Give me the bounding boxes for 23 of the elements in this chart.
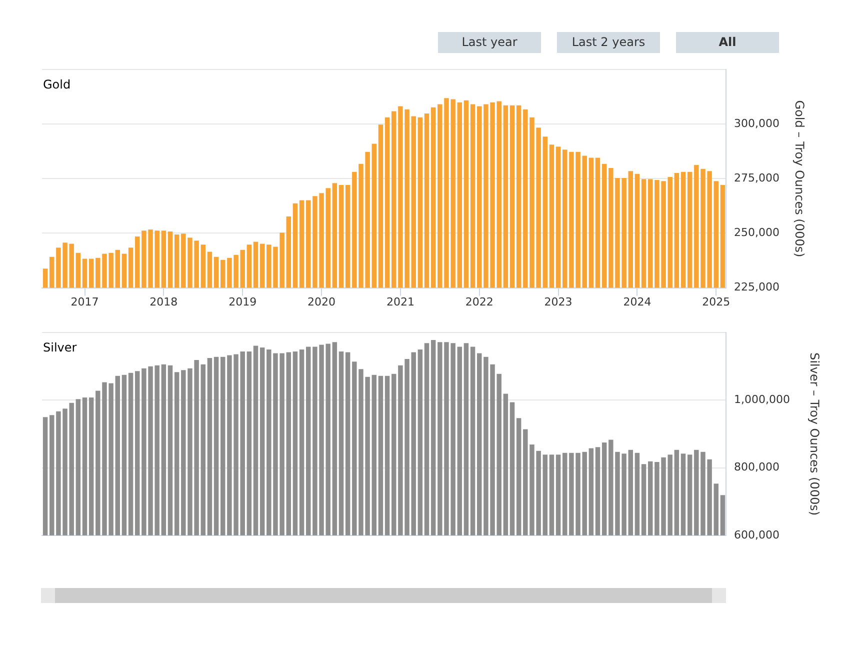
range-button[interactable]: All (676, 32, 779, 53)
range-button[interactable]: Last 2 years (557, 32, 660, 53)
y-tick-label: 275,000 (734, 172, 780, 185)
text: Gold (43, 78, 71, 92)
x-tick-label: 2024 (623, 295, 652, 308)
y-axis-title: Gold – Troy Ounces (000s) (792, 100, 807, 258)
x-tick-label: 2018 (150, 295, 178, 308)
x-tick-label: 2023 (544, 295, 572, 308)
x-tick-label: 2022 (465, 295, 494, 308)
y-axis-title: Silver – Troy Ounces (000s) (808, 352, 822, 516)
text: Silver (43, 340, 77, 355)
y-tick-label: 600,000 (734, 528, 780, 542)
x-tick-label: 2020 (308, 295, 336, 308)
x-tick-label: 2021 (386, 295, 414, 308)
y-tick-label: 300,000 (734, 117, 780, 130)
x-tick-label: 2017 (70, 295, 99, 308)
x-tick-label: 2025 (702, 295, 730, 308)
range-button[interactable]: Last year (438, 32, 541, 53)
y-tick-label: 225,000 (734, 280, 780, 294)
y-tick-label: 1,000,000 (734, 393, 790, 406)
x-tick-label: 2019 (228, 295, 257, 308)
y-tick-label: 250,000 (734, 226, 780, 240)
y-tick-label: 800,000 (734, 460, 780, 474)
